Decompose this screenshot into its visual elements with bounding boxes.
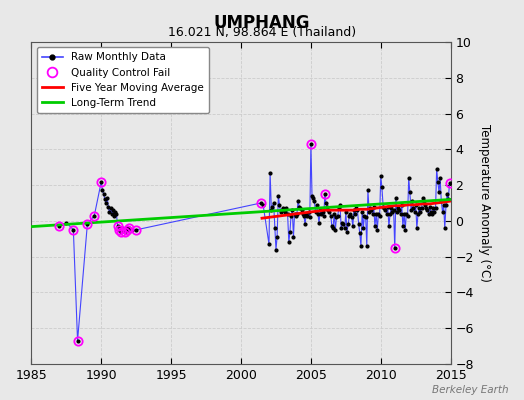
- Text: Berkeley Earth: Berkeley Earth: [432, 385, 508, 395]
- Legend: Raw Monthly Data, Quality Control Fail, Five Year Moving Average, Long-Term Tren: Raw Monthly Data, Quality Control Fail, …: [37, 47, 209, 113]
- Y-axis label: Temperature Anomaly (°C): Temperature Anomaly (°C): [478, 124, 490, 282]
- Text: UMPHANG: UMPHANG: [214, 14, 310, 32]
- Text: 16.021 N, 98.864 E (Thailand): 16.021 N, 98.864 E (Thailand): [168, 26, 356, 39]
